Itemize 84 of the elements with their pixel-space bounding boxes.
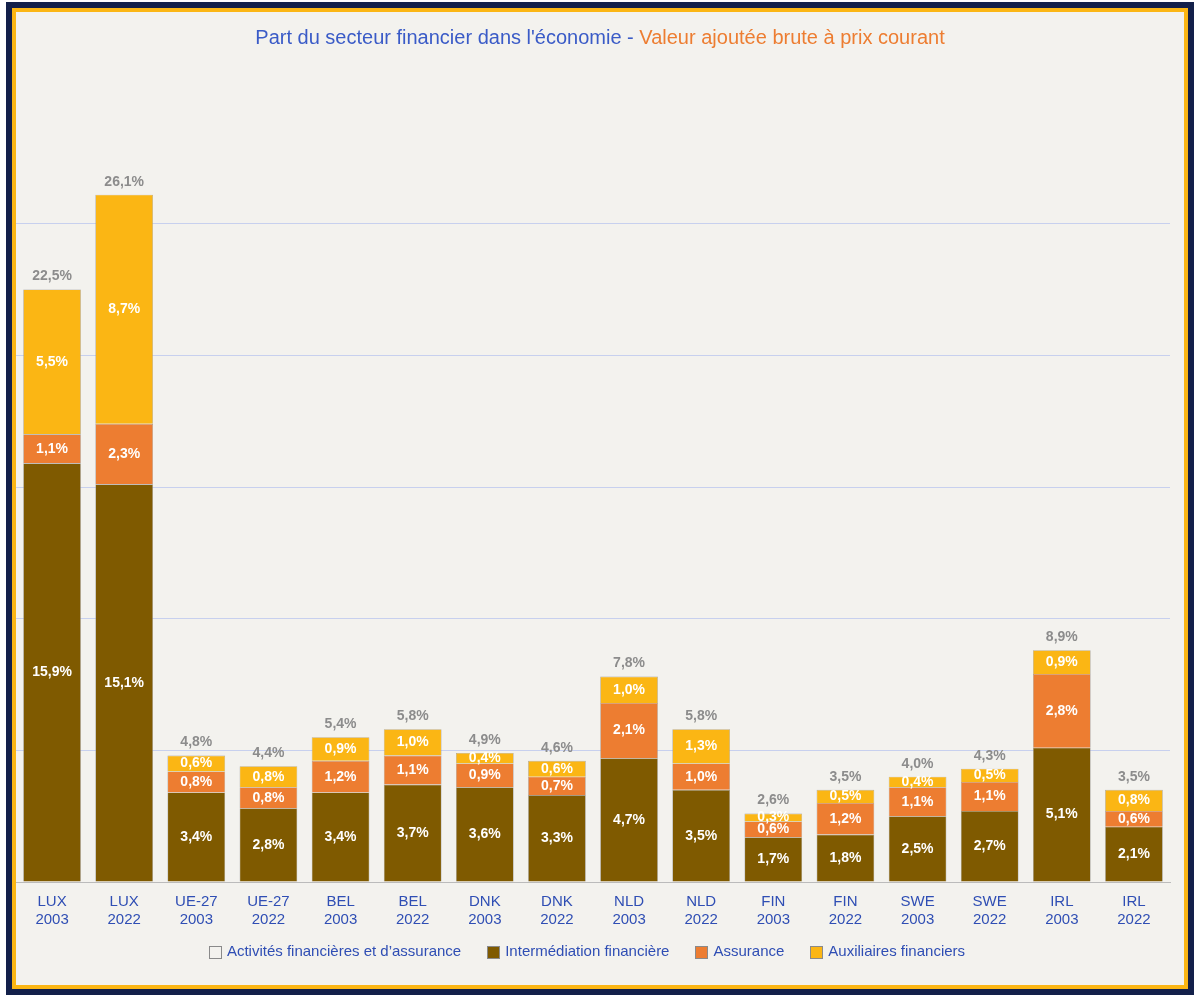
- total-label: 4,6%: [540, 738, 574, 755]
- data-label: 2,3%: [108, 444, 141, 461]
- data-label: 2,7%: [973, 837, 1007, 854]
- legend-label: Intermédiation financière: [505, 942, 670, 959]
- data-label: 0,8%: [252, 788, 285, 805]
- data-label: 2,5%: [901, 839, 935, 856]
- chart-subtitle: Valeur ajoutée brute à prix courant: [639, 26, 945, 48]
- data-label: 3,3%: [540, 829, 574, 846]
- x-tick-label: BEL 2003: [323, 892, 358, 928]
- data-label: 2,8%: [1045, 701, 1079, 718]
- data-label: 1,0%: [613, 680, 646, 697]
- data-label: 3,4%: [324, 827, 358, 844]
- data-label: 0,5%: [829, 787, 862, 804]
- data-label: 0,6%: [1117, 809, 1151, 826]
- data-label: 0,6%: [180, 754, 213, 771]
- data-label: 0,7%: [540, 776, 574, 793]
- data-label: 5,1%: [1045, 805, 1079, 822]
- total-label: 7,8%: [613, 654, 646, 671]
- data-label: 0,8%: [252, 767, 285, 784]
- data-label: 1,1%: [396, 760, 430, 777]
- total-label: 4,9%: [468, 730, 502, 747]
- data-label: 3,5%: [685, 826, 718, 843]
- data-label: 2,1%: [613, 721, 646, 738]
- chart-title: Part du secteur financier dans l'économie -: [255, 26, 634, 48]
- text: Activités financières et d’assurance: [226, 942, 462, 959]
- data-label: 3,4%: [180, 827, 213, 844]
- data-label: 0,4%: [468, 749, 502, 766]
- total-label: 5,8%: [396, 707, 430, 724]
- total-label: 5,8%: [685, 707, 718, 724]
- data-label: 15,9%: [32, 663, 73, 680]
- legend-label: Auxiliaires financiers: [828, 942, 966, 959]
- data-label: 4,7%: [613, 810, 646, 827]
- total-label: 4,8%: [180, 733, 213, 750]
- data-label: 2,8%: [252, 835, 285, 852]
- data-label: 0,8%: [1117, 791, 1151, 808]
- data-label: 0,8%: [180, 772, 213, 789]
- x-tick-label: UE-27 2022: [247, 892, 290, 928]
- total-label: 4,4%: [252, 743, 285, 760]
- x-tick-label: SWE 2003: [900, 892, 935, 928]
- legend-label: Assurance: [713, 942, 785, 959]
- x-tick-label: FIN 2022: [828, 892, 863, 928]
- x-tick-label: LUX 2003: [35, 892, 69, 928]
- total-label: 4,3%: [973, 746, 1007, 763]
- data-label: 0,6%: [540, 759, 574, 776]
- data-label: 0,9%: [324, 739, 358, 756]
- data-label: 1,8%: [829, 848, 862, 865]
- total-label: 8,9%: [1045, 628, 1079, 645]
- x-tick-label: SWE 2022: [972, 892, 1007, 928]
- data-label: 3,6%: [468, 825, 502, 842]
- data-label: 1,0%: [685, 767, 718, 784]
- x-tick-label: FIN 2003: [756, 892, 790, 928]
- x-tick-label: IRL 2022: [1117, 892, 1151, 928]
- data-label: 5,5%: [36, 352, 69, 369]
- data-label: 0,9%: [1045, 652, 1079, 669]
- data-label: 15,1%: [104, 673, 145, 690]
- data-label: 1,2%: [324, 767, 358, 784]
- total-label: 3,5%: [829, 767, 862, 784]
- x-tick-label: DNK 2003: [468, 892, 502, 928]
- data-label: 1,0%: [396, 733, 430, 750]
- data-label: 1,2%: [829, 809, 862, 826]
- data-label: 1,7%: [757, 850, 790, 867]
- x-tick-label: NLD 2022: [684, 892, 718, 928]
- data-label: 2,1%: [1117, 844, 1151, 861]
- data-label: 1,1%: [901, 792, 935, 809]
- total-label: 2,6%: [757, 791, 790, 808]
- total-label: 5,4%: [324, 715, 358, 732]
- total-label: 26,1%: [104, 172, 145, 189]
- x-tick-label: IRL 2003: [1045, 892, 1079, 928]
- data-label: 1,3%: [685, 737, 718, 754]
- total-label: 4,0%: [901, 754, 935, 771]
- x-tick-label: BEL 2022: [396, 892, 430, 928]
- data-label: 0,4%: [901, 772, 935, 789]
- x-tick-label: UE-27 2003: [175, 892, 218, 928]
- data-label: 1,1%: [36, 439, 69, 456]
- data-label: 8,7%: [108, 300, 141, 317]
- data-label: 1,1%: [973, 787, 1007, 804]
- x-tick-label: DNK 2022: [540, 892, 574, 928]
- x-tick-label: NLD 2003: [612, 892, 646, 928]
- data-label: 0,5%: [973, 766, 1007, 783]
- data-label: 0,9%: [468, 766, 502, 783]
- x-tick-label: LUX 2022: [107, 892, 141, 928]
- total-label: 22,5%: [32, 267, 73, 284]
- data-label: 3,7%: [396, 823, 430, 840]
- total-label: 3,5%: [1117, 767, 1151, 784]
